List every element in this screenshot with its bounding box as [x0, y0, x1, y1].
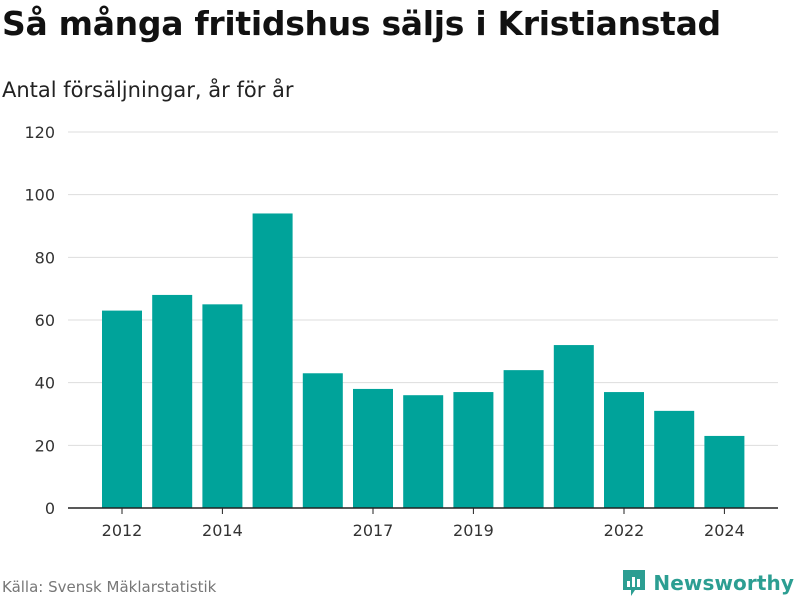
bar-chart: 0 20 40 60 80 100 120 2012 2014 2017 2019 2022 2024	[24, 123, 778, 540]
x-tick-label: 2017	[353, 521, 394, 540]
bar-2013	[152, 294, 193, 508]
bar-2015	[252, 213, 293, 508]
y-tick-label: 60	[35, 311, 55, 330]
bar-2012	[102, 310, 142, 508]
x-tick-label: 2024	[704, 521, 745, 540]
x-tick-label: 2019	[453, 521, 494, 540]
y-axis-ticks: 0 20 40 60 80 100 120	[24, 123, 55, 518]
x-tick-label: 2014	[202, 521, 243, 540]
newsworthy-logo-icon	[623, 570, 646, 596]
x-axis-ticks: 2012 2014 2017 2019 2022 2024	[102, 508, 745, 540]
bar-2018	[403, 395, 444, 508]
bar-2017	[353, 388, 393, 508]
bar-2014	[202, 304, 243, 508]
y-tick-label: 80	[35, 248, 55, 267]
bar-2024	[704, 435, 745, 508]
bar-2019	[453, 392, 494, 508]
bar-2022	[604, 392, 644, 508]
x-tick-label: 2022	[604, 521, 645, 540]
x-tick-label: 2012	[102, 521, 143, 540]
chart-subtitle: Antal försäljningar, år för år	[2, 78, 294, 102]
brand[interactable]: Newsworthy	[621, 568, 794, 598]
bar-2016	[302, 373, 343, 508]
y-tick-label: 100	[24, 186, 55, 205]
bar-2020	[503, 370, 544, 508]
bar-2021	[553, 345, 594, 508]
bar-2023	[654, 410, 695, 508]
source-note: Källa: Svensk Mäklarstatistik	[2, 578, 217, 596]
y-tick-label: 0	[45, 499, 55, 518]
bars	[102, 213, 745, 508]
chart-title: Så många fritidshus säljs i Kristianstad	[2, 4, 721, 43]
y-tick-label: 120	[24, 123, 55, 142]
y-tick-label: 40	[35, 374, 55, 393]
y-tick-label: 20	[35, 436, 55, 455]
brand-name: Newsworthy	[653, 571, 794, 595]
